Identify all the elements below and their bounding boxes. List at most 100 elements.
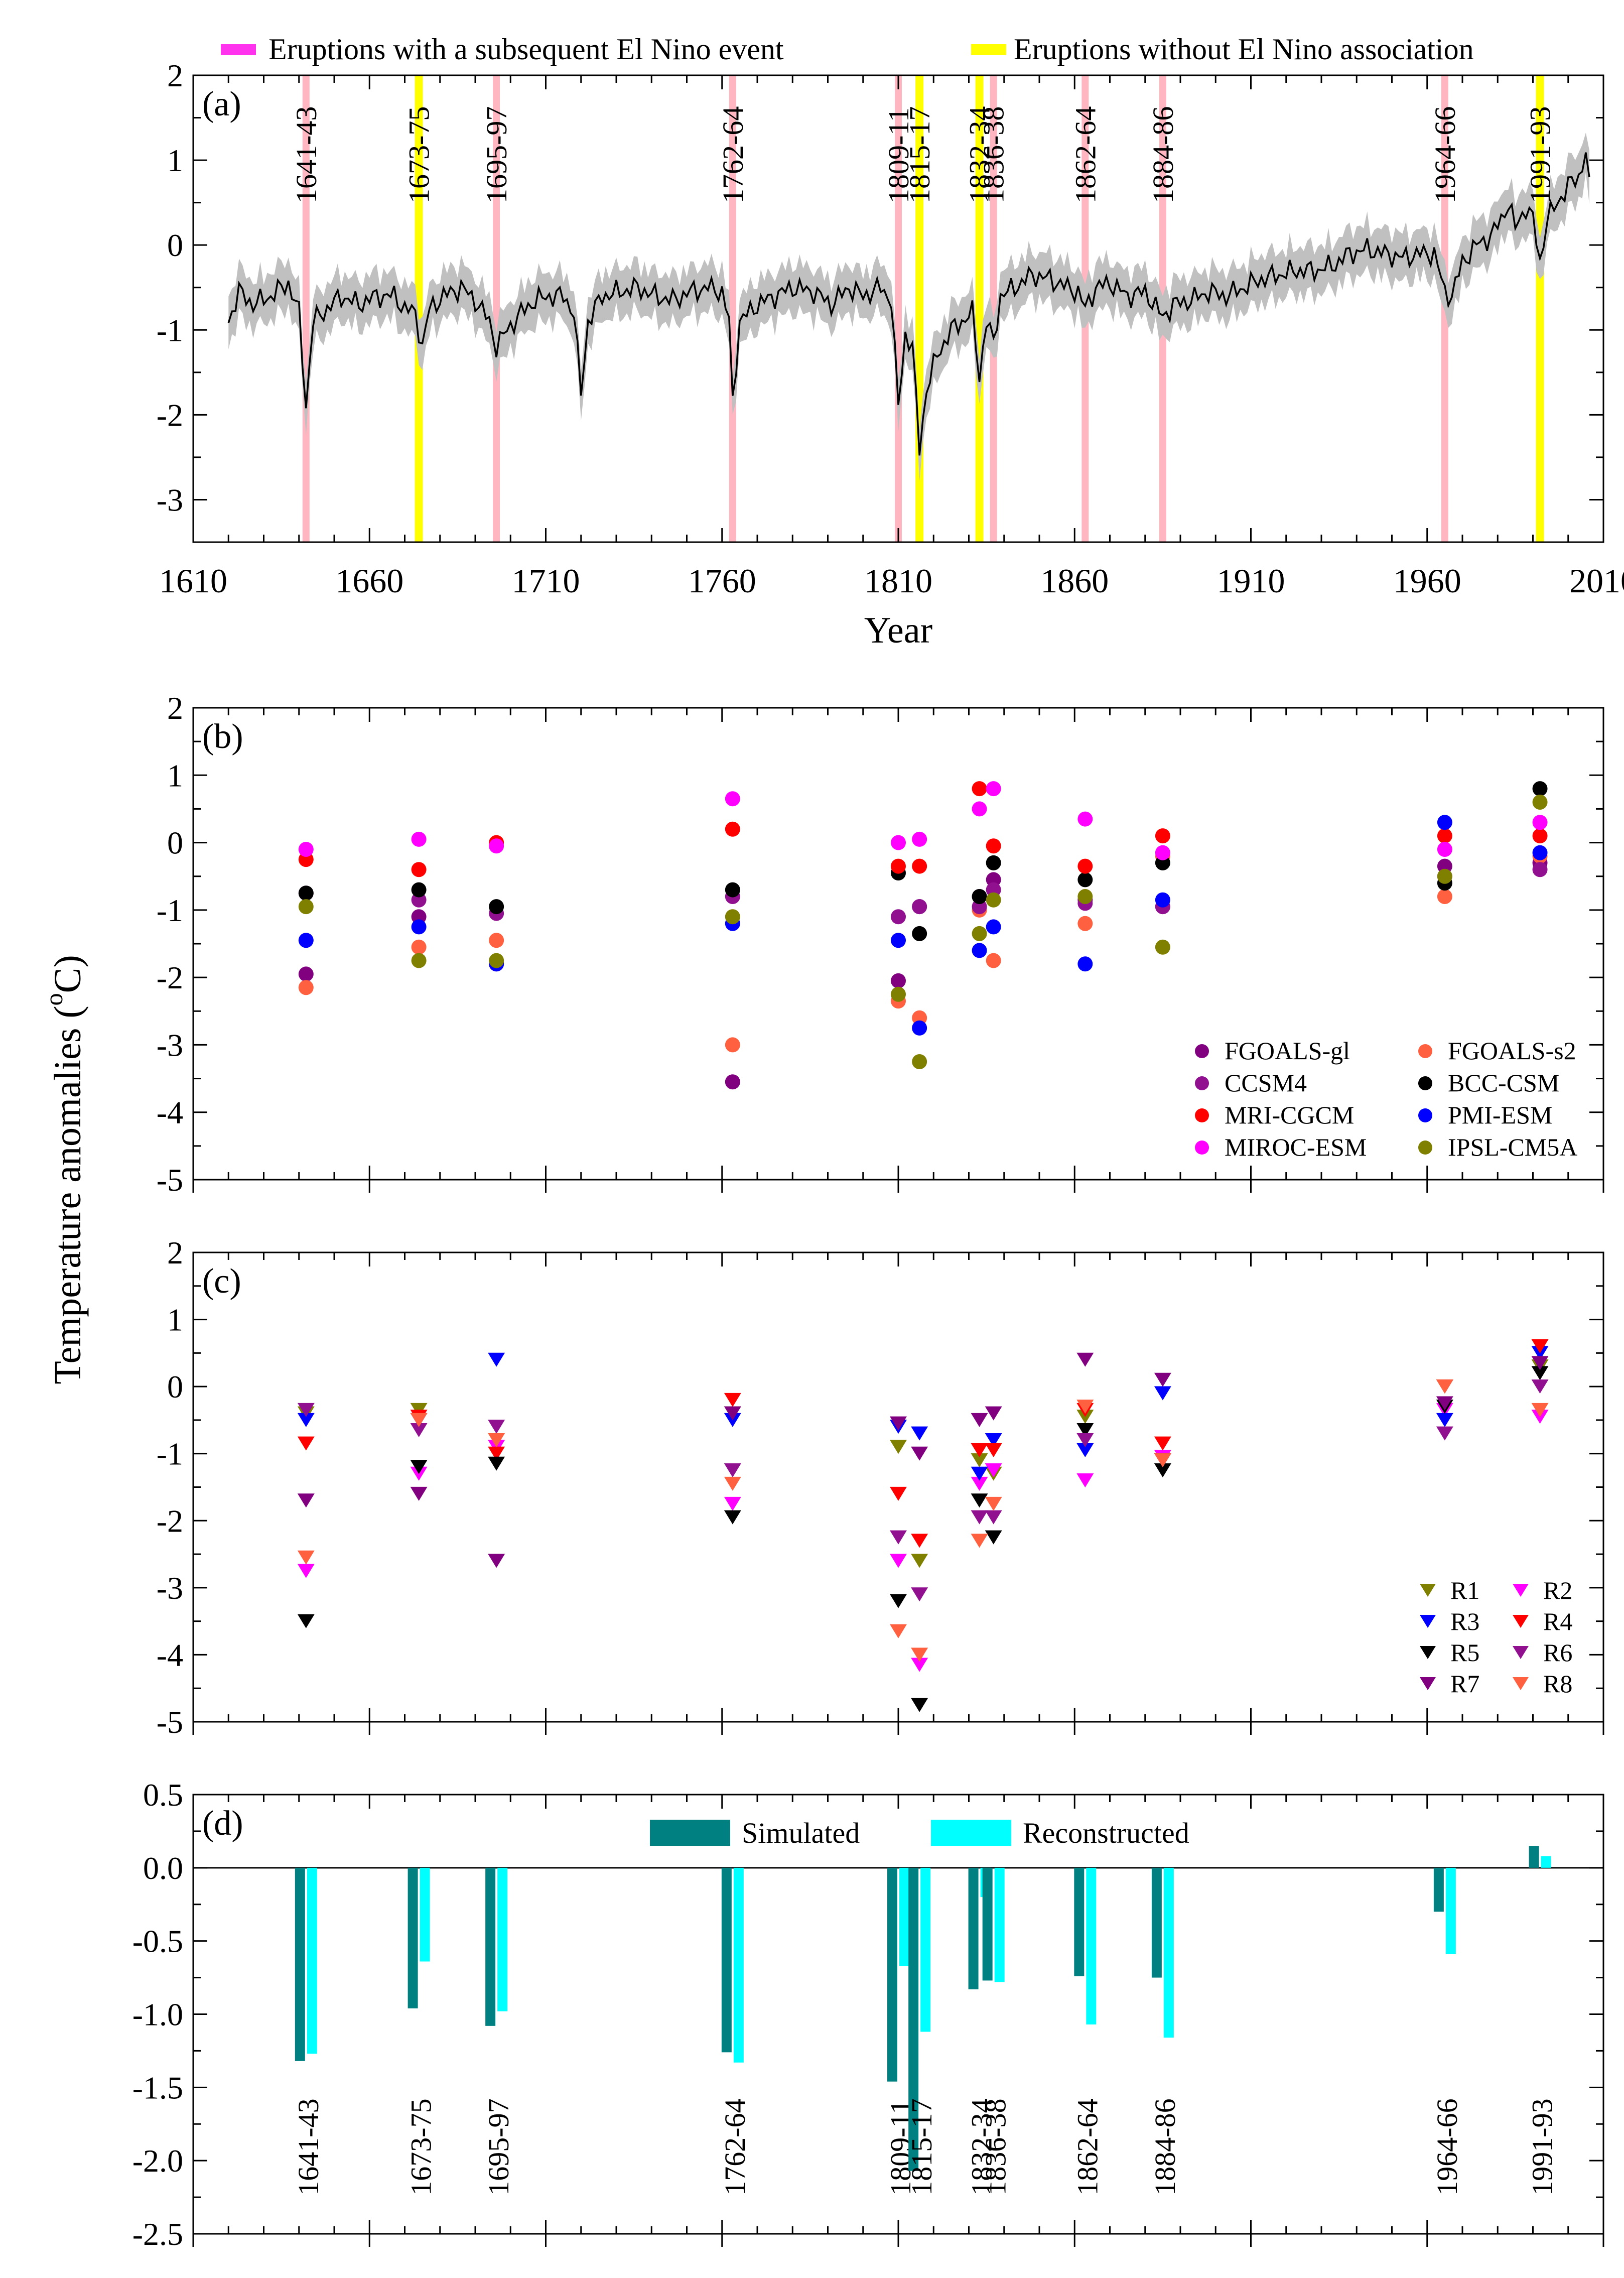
data-point-ipsl-cm5a: [1437, 868, 1452, 884]
y-tick-label: -1: [157, 893, 183, 928]
data-point-r7: [488, 1554, 505, 1568]
data-point-mri-cgcm: [1077, 858, 1093, 874]
y-tick-label: -4: [157, 1095, 183, 1130]
eruption-label: 1673-75: [403, 106, 436, 203]
data-point-bcc-csm: [489, 899, 504, 915]
eruption-label: 1964-66: [1429, 106, 1461, 203]
legend-marker: [1418, 1108, 1432, 1122]
data-point-fgoals-gl: [891, 973, 906, 988]
bar-reconstructed: [307, 1867, 317, 2054]
data-point-mri-cgcm: [1532, 828, 1548, 844]
data-point-r8: [1436, 1379, 1453, 1394]
data-point-pmi-esm: [411, 919, 427, 935]
data-point-r8: [1076, 1400, 1094, 1414]
legend-label: R8: [1543, 1670, 1572, 1698]
legend-label: R1: [1450, 1576, 1479, 1604]
legend-label: CCSM4: [1225, 1069, 1307, 1097]
legend-marker: [1418, 1076, 1432, 1090]
legend-marker: [1418, 1044, 1432, 1058]
legend-label: R4: [1543, 1607, 1572, 1635]
data-point-r6: [971, 1510, 988, 1525]
data-point-r6: [297, 1403, 315, 1417]
data-point-r8: [488, 1433, 505, 1447]
legend-label: BCC-CSM: [1448, 1069, 1559, 1097]
eruption-label: 1836-38: [978, 106, 1010, 203]
data-point-r8: [971, 1534, 988, 1548]
y-tick-label: -1.0: [132, 1997, 183, 2033]
data-point-pmi-esm: [891, 933, 906, 948]
data-point-fgoals-s2: [298, 980, 314, 995]
data-point-miroc-esm: [298, 842, 314, 857]
data-point-r4: [985, 1443, 1002, 1458]
eruption-band: [1536, 75, 1544, 542]
data-point-bcc-csm: [298, 885, 314, 901]
legend-label: R5: [1450, 1638, 1479, 1667]
data-point-pmi-esm: [1155, 892, 1170, 908]
legend-marker: [1513, 1615, 1529, 1628]
data-point-r7: [911, 1446, 928, 1461]
data-point-r2: [1076, 1473, 1094, 1488]
y-tick-label: -3: [157, 1570, 183, 1606]
y-tick-label: 0: [167, 825, 183, 861]
eruption-band: [990, 75, 997, 542]
panel-letter: (a): [202, 85, 241, 123]
legend-pink-label: Eruptions with a subsequent El Nino even…: [268, 33, 784, 66]
eruption-band: [729, 75, 736, 542]
data-point-miroc-esm: [1532, 815, 1548, 830]
data-point-r3: [297, 1413, 315, 1427]
legend-marker: [1420, 1646, 1436, 1659]
data-point-ipsl-cm5a: [891, 986, 906, 1002]
bar-simulated: [908, 1867, 919, 2171]
top-legend: Eruptions with a subsequent El Nino even…: [221, 33, 1474, 66]
bar-legend: Simulated Reconstructed: [650, 1817, 1189, 1849]
legend-pink-swatch: [221, 44, 256, 55]
data-point-r5: [1154, 1463, 1171, 1478]
data-point-r1: [971, 1453, 988, 1468]
data-point-r7: [971, 1413, 988, 1427]
data-point-r5: [410, 1460, 428, 1474]
legend-marker: [1420, 1615, 1436, 1628]
eruption-label: 1991-93: [1524, 106, 1557, 203]
data-point-miroc-esm: [725, 791, 740, 807]
data-point-r8: [1154, 1453, 1171, 1468]
category-label: 1673-75: [405, 2098, 438, 2195]
category-label: 1862-64: [1071, 2098, 1104, 2195]
y-tick-label: 2: [167, 1235, 183, 1271]
legend-marker: [1195, 1044, 1209, 1058]
data-point-bcc-csm: [972, 889, 987, 904]
legend-simulated-swatch: [650, 1820, 730, 1846]
data-point-r7: [297, 1493, 315, 1508]
data-point-r6: [488, 1420, 505, 1434]
data-point-r4: [297, 1436, 315, 1451]
panel-legend: R1 R2 R3 R4 R5 R6 R7 R8: [1420, 1576, 1572, 1698]
bar-simulated: [982, 1867, 993, 1981]
bar-reconstructed: [994, 1867, 1005, 1982]
data-point-fgoals-s2: [725, 1037, 740, 1053]
data-point-miroc-esm: [411, 831, 427, 847]
data-point-r5: [911, 1698, 928, 1712]
eruption-label: 1884-86: [1147, 106, 1179, 203]
data-point-r3: [1436, 1413, 1453, 1427]
data-point-r3: [1076, 1443, 1094, 1458]
data-point-mri-cgcm: [972, 781, 987, 797]
x-tick-label: 1710: [512, 562, 580, 600]
data-point-r6: [890, 1530, 907, 1545]
eruption-label: 1815-17: [903, 106, 936, 203]
data-point-r5: [985, 1530, 1002, 1545]
data-point-r2: [724, 1496, 741, 1511]
data-point-ipsl-cm5a: [725, 909, 740, 925]
y-tick-label: -3: [157, 1027, 183, 1063]
panel-letter: (c): [202, 1262, 241, 1301]
legend-marker: [1418, 1141, 1432, 1155]
category-label: 1836-38: [980, 2098, 1012, 2195]
category-label: 1815-17: [905, 2098, 938, 2195]
data-point-r5: [724, 1510, 741, 1525]
eruption-band: [302, 75, 310, 542]
data-point-bcc-csm: [1532, 781, 1548, 797]
x-tick-label: 1660: [335, 562, 403, 600]
data-point-r2: [297, 1564, 315, 1578]
data-point-r7: [1076, 1352, 1094, 1367]
bar-reconstructed: [1163, 1867, 1174, 2038]
legend-reconstructed-label: Reconstructed: [1023, 1817, 1189, 1849]
